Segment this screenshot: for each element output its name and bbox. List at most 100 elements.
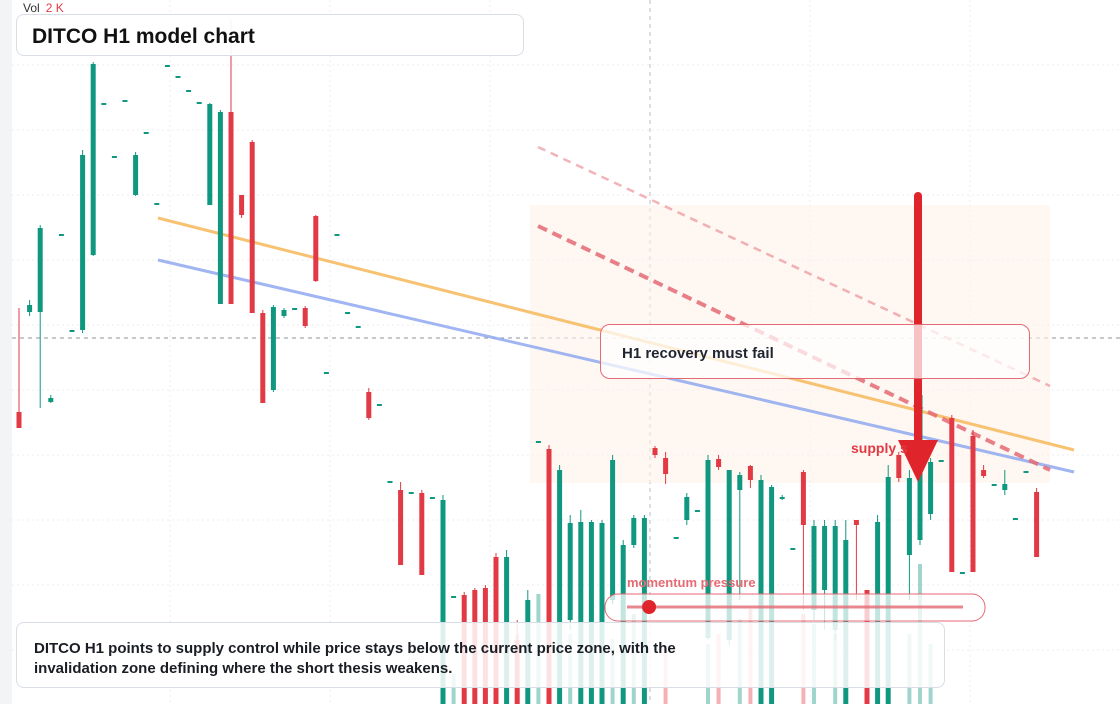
candle-body [705,460,711,638]
candle-body [896,455,902,478]
candle-down [896,452,902,482]
target-arrow-head [898,440,938,482]
candle-down [260,310,266,403]
caption-panel: DITCO H1 points to supply control while … [16,622,945,688]
candle-body [387,481,393,483]
candle-body [408,492,414,494]
candle-body [302,308,308,326]
candle-body [546,449,552,704]
candle-body [90,64,96,255]
candle-body [928,462,934,514]
candle-up [429,497,435,499]
candle-body [779,497,785,499]
candle-up [376,404,382,406]
candle-body [822,526,828,590]
callout-text: H1 recovery must fail [622,345,774,362]
candle-up [101,103,107,105]
candle-body [610,460,616,600]
candle-up [69,330,75,332]
candle-body [811,526,817,610]
candle-up [387,481,393,483]
candle-up [355,326,361,328]
candle-up [48,395,54,403]
candle-down [366,388,372,420]
candle-body [398,490,404,565]
candle-up [111,156,117,158]
candle-body [270,307,276,390]
candle-up [928,458,934,520]
candle-body [758,480,764,704]
candle-body [737,475,743,490]
candle-body [164,65,170,67]
candle-up [906,470,912,600]
candle-body [154,203,160,205]
channel-lower [537,224,1051,472]
candle-body [143,132,149,134]
candle-body [673,537,679,539]
candle-down [239,195,245,218]
candle-body [588,522,594,704]
candle-body [440,500,446,704]
volume-readout: Vol 2 K [23,1,64,15]
candle-up [270,305,276,392]
candle-up [408,492,414,494]
momentum-knob [642,600,657,614]
candle-body [535,441,541,443]
candle-body [832,526,838,630]
candle-body [207,104,213,205]
markers [604,192,986,622]
candle-up [673,537,679,539]
candle-down [1034,488,1040,557]
candle-body [970,436,976,572]
candle-up [535,441,541,443]
candle-body [80,155,86,330]
recovery-callout: H1 recovery must fail [600,324,1030,379]
candle-up [292,308,298,310]
candle-down [970,430,976,572]
volume-bar [451,674,456,704]
candle-up [959,572,965,574]
candle-up [164,65,170,67]
candle-body [69,330,75,332]
candle-body [981,470,987,476]
candle-body [578,522,584,704]
candle-up [122,100,128,102]
candle-body [175,76,181,78]
candle-up [779,495,785,500]
candle-body [991,484,997,486]
candle-body [451,596,457,598]
candle-body [959,572,965,574]
left-margin [0,0,12,704]
candle-up [684,493,690,525]
candle-up [1012,518,1018,520]
candle-up [610,455,616,604]
candle-body [938,460,944,462]
candle-down [249,140,255,313]
candle-down [949,415,955,572]
candle-body [684,497,690,520]
candle-up [334,234,340,236]
candle-body [1002,484,1008,490]
title-panel: DITCO H1 model chart [16,14,524,56]
chart-title: DITCO H1 model chart [32,25,255,48]
candle-body [599,523,605,704]
candle-up [938,460,944,462]
candle-down [398,482,404,565]
candle-body [1034,492,1040,557]
supply-label: supply s [851,440,908,456]
candle-up [58,234,64,236]
candle-down [716,455,722,470]
candle-body [122,100,128,102]
candle-body [37,228,43,312]
candle-body [323,372,329,374]
candle-body [48,398,54,402]
candle-up [281,308,287,318]
candle-body [949,418,955,572]
candle-up [567,515,573,630]
candle-body [27,305,33,312]
candle-up [451,596,457,598]
candle-body [726,470,732,640]
candle-up [27,300,33,316]
candle-body [429,497,435,499]
candle-body [1012,518,1018,520]
